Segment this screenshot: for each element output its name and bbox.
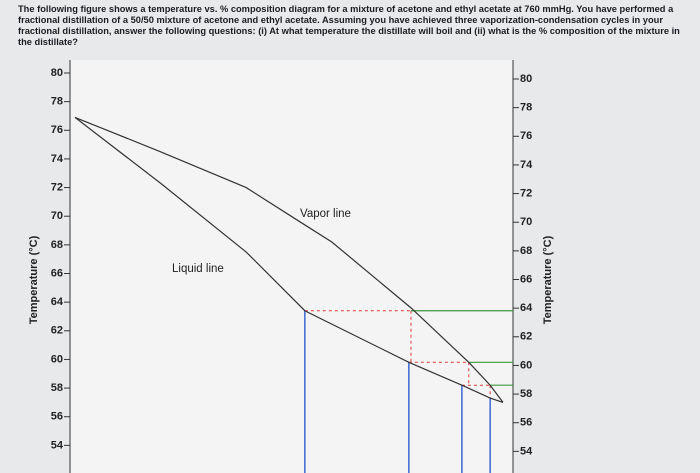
y-axis-title: Temperature (°C) <box>28 235 40 324</box>
y2-tick-label: 66 <box>520 273 532 285</box>
y-tick-label: 54 <box>51 439 64 451</box>
curve-label: Vapor line <box>300 208 351 220</box>
plot-area <box>70 60 513 473</box>
y-tick-label: 68 <box>51 239 63 251</box>
y2-tick-label: 60 <box>520 359 532 371</box>
y-tick-label: 72 <box>51 181 63 193</box>
y2-tick-label: 70 <box>520 216 532 228</box>
y-tick-label: 74 <box>51 153 64 165</box>
curve <box>74 116 504 403</box>
y2-tick-label: 78 <box>520 102 532 114</box>
y2-axis-title: Temperature (°C) <box>542 235 554 324</box>
y-tick-label: 80 <box>51 67 63 79</box>
y-tick-label: 66 <box>51 267 63 279</box>
y-tick-label: 78 <box>51 96 63 108</box>
y-tick-label: 60 <box>51 353 63 365</box>
y2-tick-label: 64 <box>520 302 533 314</box>
y-tick-label: 76 <box>51 124 63 136</box>
y-tick-label: 64 <box>51 296 64 308</box>
y-tick-label: 62 <box>51 325 63 337</box>
y2-tick-label: 76 <box>520 130 532 142</box>
y2-tick-label: 68 <box>520 245 532 257</box>
y2-tick-label: 74 <box>520 159 533 171</box>
y2-tick-label: 80 <box>520 73 532 85</box>
curve <box>74 116 504 403</box>
y2-tick-label: 58 <box>520 388 532 400</box>
y-tick-label: 70 <box>51 210 63 222</box>
y-tick-label: 56 <box>51 411 63 423</box>
y-tick-label: 58 <box>51 382 63 394</box>
y2-tick-label: 56 <box>520 417 532 429</box>
y2-tick-label: 54 <box>520 445 533 457</box>
y2-tick-label: 72 <box>520 187 532 199</box>
curve-label: Liquid line <box>172 263 224 275</box>
y2-tick-label: 62 <box>520 331 532 343</box>
question-text: The following figure shows a temperature… <box>18 4 680 47</box>
